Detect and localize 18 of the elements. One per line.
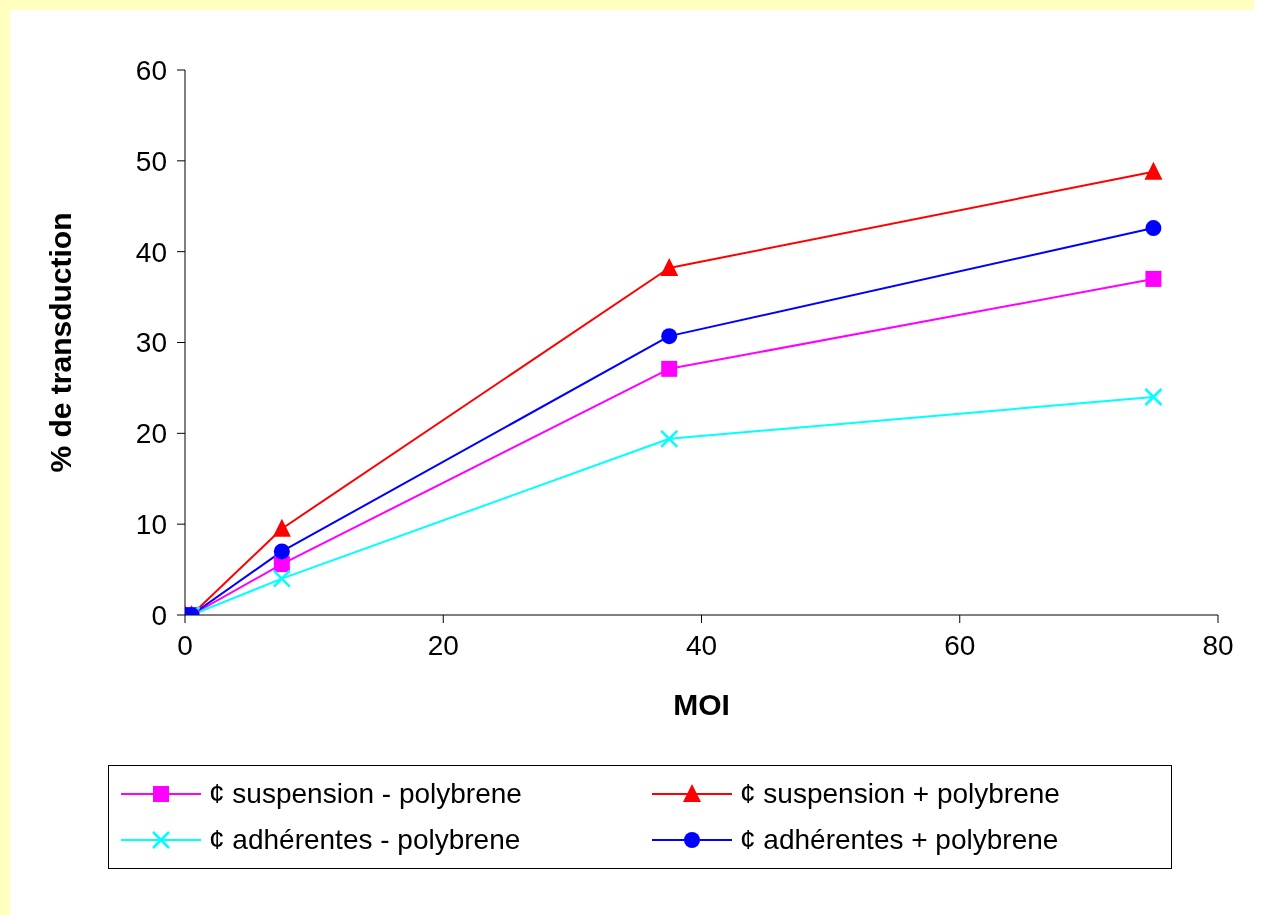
legend-label: ¢ suspension - polybrene bbox=[209, 778, 522, 810]
x-tick-label: 80 bbox=[1202, 629, 1234, 661]
y-tick-label: 20 bbox=[135, 418, 167, 450]
y-tick-label: 40 bbox=[135, 236, 167, 268]
x-tick-label: 60 bbox=[944, 629, 976, 661]
x-tick-label: 20 bbox=[427, 629, 459, 661]
y-tick-label: 60 bbox=[135, 54, 167, 86]
y-axis-title: % de transduction bbox=[43, 212, 77, 473]
legend-label: ¢ adhérentes + polybrene bbox=[740, 824, 1059, 856]
legend-label: ¢ suspension + polybrene bbox=[740, 778, 1060, 810]
legend-label: ¢ adhérentes - polybrene bbox=[209, 824, 521, 856]
y-tick-label: 50 bbox=[135, 145, 167, 177]
y-tick-label: 10 bbox=[135, 509, 167, 541]
x-axis-title: MOI bbox=[673, 688, 730, 721]
x-tick-label: 0 bbox=[177, 629, 193, 661]
x-tick-label: 40 bbox=[685, 629, 718, 661]
y-tick-label: 0 bbox=[151, 599, 167, 631]
y-tick-label: 30 bbox=[135, 327, 167, 359]
